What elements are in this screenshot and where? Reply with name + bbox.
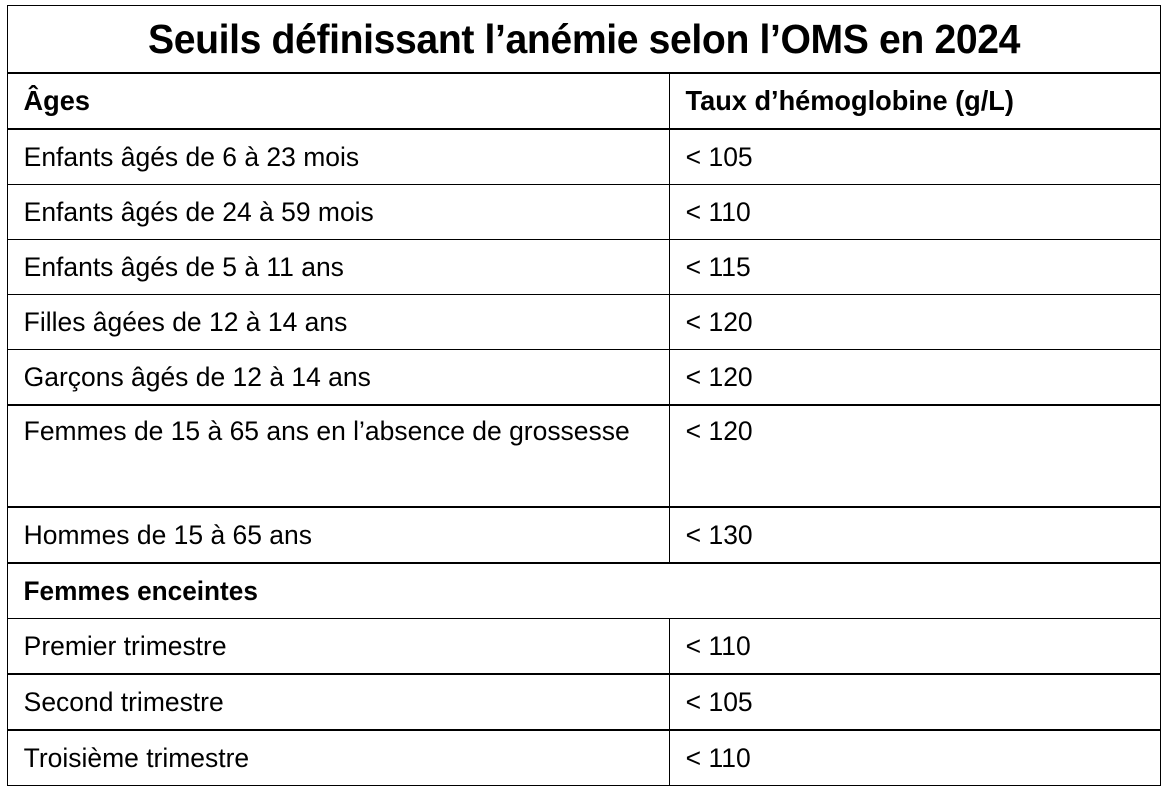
anemia-thresholds-table: Seuils définissant l’anémie selon l’OMS … <box>7 5 1161 786</box>
table-header-row: Âges Taux d’hémoglobine (g/L) <box>7 72 1161 130</box>
table-section-row: Femmes enceintes <box>7 562 1161 619</box>
cell-ages: Enfants âgés de 6 à 23 mois <box>7 128 670 185</box>
table-row: Enfants âgés de 5 à 11 ans < 115 <box>7 239 1161 295</box>
cell-taux: < 110 <box>669 618 1161 675</box>
cell-ages: Enfants âgés de 5 à 11 ans <box>7 239 670 295</box>
table-row: Troisième trimestre < 110 <box>7 729 1161 786</box>
cell-section-label: Femmes enceintes <box>7 562 1161 619</box>
column-header-ages: Âges <box>7 72 670 130</box>
cell-taux: < 110 <box>669 729 1161 786</box>
cell-taux: < 105 <box>669 673 1161 731</box>
table-title-cell: Seuils définissant l’anémie selon l’OMS … <box>7 5 1161 74</box>
table-row: Hommes de 15 à 65 ans < 130 <box>7 506 1161 564</box>
table-row: Second trimestre < 105 <box>7 673 1161 731</box>
table-title-row: Seuils définissant l’anémie selon l’OMS … <box>7 5 1161 74</box>
table-row: Enfants âgés de 24 à 59 mois < 110 <box>7 184 1161 240</box>
cell-taux: < 115 <box>669 239 1161 295</box>
cell-ages: Hommes de 15 à 65 ans <box>7 506 670 564</box>
cell-taux: < 120 <box>669 294 1161 350</box>
table-row: Femmes de 15 à 65 ans en l’absence de gr… <box>7 404 1161 508</box>
page-title: Seuils définissant l’anémie selon l’OMS … <box>147 16 1021 62</box>
cell-ages: Premier trimestre <box>7 618 670 675</box>
table-row: Filles âgées de 12 à 14 ans < 120 <box>7 294 1161 350</box>
table-row: Enfants âgés de 6 à 23 mois < 105 <box>7 128 1161 185</box>
table-row: Garçons âgés de 12 à 14 ans < 120 <box>7 349 1161 406</box>
cell-taux: < 120 <box>669 349 1161 406</box>
cell-taux: < 105 <box>669 128 1161 185</box>
cell-ages: Second trimestre <box>7 673 670 731</box>
document-page: Seuils définissant l’anémie selon l’OMS … <box>7 5 1161 786</box>
cell-ages: Femmes de 15 à 65 ans en l’absence de gr… <box>7 404 670 508</box>
cell-ages: Enfants âgés de 24 à 59 mois <box>7 184 670 240</box>
cell-ages: Garçons âgés de 12 à 14 ans <box>7 349 670 406</box>
cell-taux: < 120 <box>669 404 1161 508</box>
cell-ages: Filles âgées de 12 à 14 ans <box>7 294 670 350</box>
column-header-taux: Taux d’hémoglobine (g/L) <box>669 72 1161 130</box>
table-row: Premier trimestre < 110 <box>7 618 1161 675</box>
cell-ages: Troisième trimestre <box>7 729 670 786</box>
cell-taux: < 130 <box>669 506 1161 564</box>
cell-taux: < 110 <box>669 184 1161 240</box>
